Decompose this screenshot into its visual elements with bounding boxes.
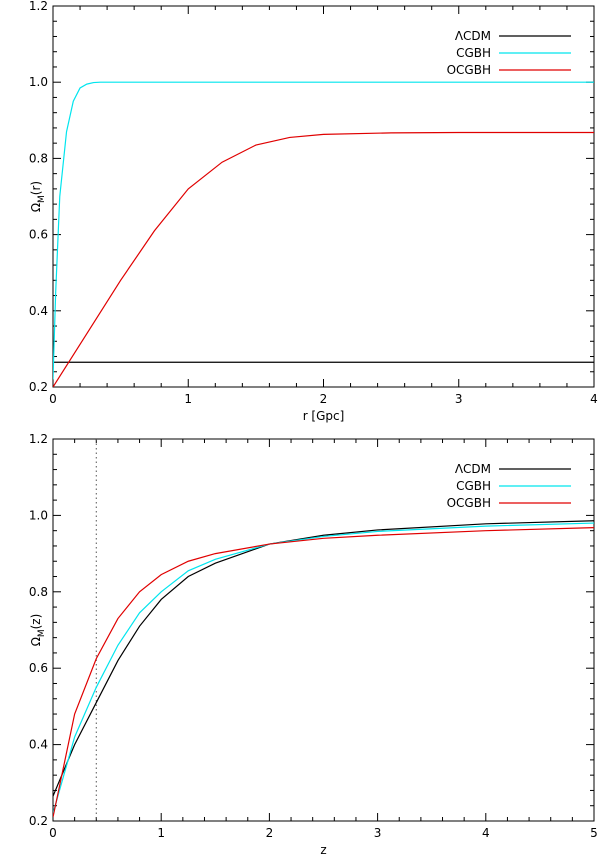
y-tick-label: 0.4 [29, 304, 48, 318]
y-tick-label: 0.2 [29, 380, 48, 394]
y-tick-label: 1.0 [29, 508, 48, 522]
x-tick-label: 0 [49, 392, 57, 406]
x-tick-label: 2 [266, 826, 274, 840]
x-tick-label: 4 [590, 392, 598, 406]
x-tick-label: 3 [374, 826, 382, 840]
y-axis-title: ΩM(r) [29, 181, 47, 212]
series-line-1 [53, 81, 594, 380]
x-tick-label: 4 [482, 826, 490, 840]
bottom-panel: 0 1 2 3 4 5 0.2 0.4 0.6 0.8 1.0 1.2 z ΩM(z) ΛCDM CGBH OC… [29, 432, 598, 857]
series-line-2 [53, 131, 594, 387]
series-line-0 [53, 520, 594, 797]
y-axis-title-tail: (r) [29, 181, 43, 195]
y-axis-title-tail: (z) [29, 614, 43, 630]
x-tick-label: 2 [320, 392, 328, 406]
y-tick-label: 1.2 [29, 432, 48, 446]
legend-label-2: OCGBH [447, 496, 491, 510]
x-axis-title: z [320, 843, 326, 857]
y-tick-label: 0.8 [29, 585, 48, 599]
y-axis-title-main: Ω [29, 637, 43, 646]
x-tick-label: 1 [184, 392, 192, 406]
y-tick-label: 0.4 [29, 738, 48, 752]
x-axis-title: r [Gpc] [303, 409, 345, 423]
legend-label-0: ΛCDM [455, 29, 491, 43]
legend-label-2: OCGBH [447, 63, 491, 77]
top-panel: 0 1 2 3 4 0.2 0.4 0.6 0.8 1.0 1.2 r [Gpc] ΩM(r) ΛCDM C… [29, 0, 598, 423]
y-axis-title-subscript: M [37, 629, 47, 637]
y-tick-label: 1.2 [29, 0, 48, 13]
y-axis-title: ΩM(z) [29, 614, 47, 647]
x-tick-label: 0 [49, 826, 57, 840]
y-tick-label: 0.2 [29, 814, 48, 828]
x-tick-label: 3 [455, 392, 463, 406]
legend-label-1: CGBH [456, 479, 491, 493]
x-tick-label: 1 [157, 826, 165, 840]
y-tick-label: 0.8 [29, 151, 48, 165]
y-axis-title-main: Ω [29, 203, 43, 212]
y-tick-label: 0.6 [29, 661, 48, 675]
y-axis-title-subscript: M [37, 195, 47, 203]
legend-label-1: CGBH [456, 46, 491, 60]
series-line-1 [53, 522, 594, 814]
plot-frame [52, 438, 595, 822]
y-tick-label: 1.0 [29, 75, 48, 89]
legend-label-0: ΛCDM [455, 462, 491, 476]
series-line-2 [53, 527, 594, 818]
plot-frame [52, 5, 595, 388]
x-tick-label: 5 [590, 826, 598, 840]
y-tick-label: 0.6 [29, 228, 48, 242]
